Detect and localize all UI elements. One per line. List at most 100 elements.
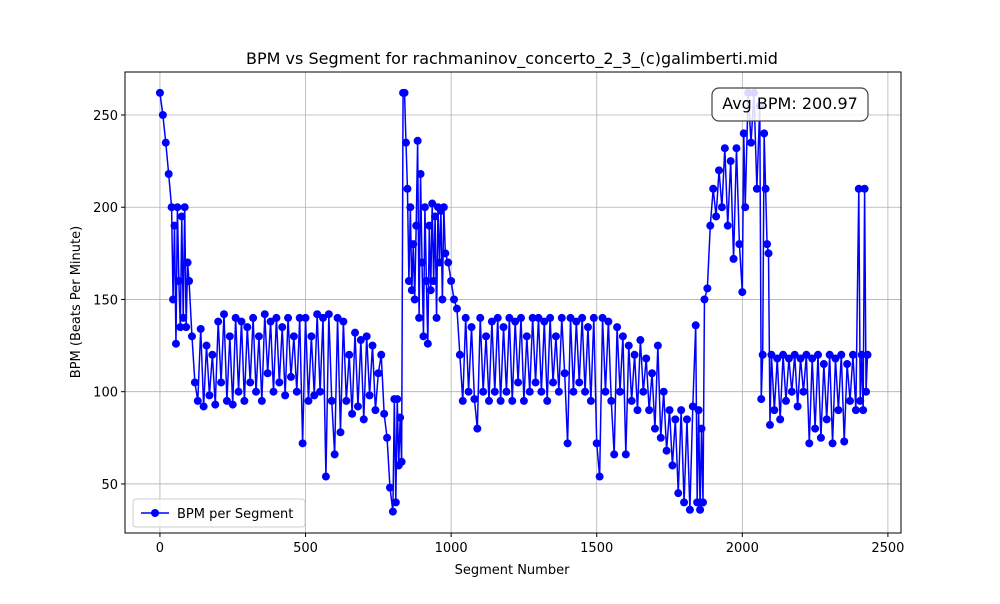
data-point	[621, 450, 630, 459]
data-point	[854, 184, 863, 193]
data-point	[359, 415, 368, 424]
data-point	[831, 354, 840, 363]
data-point	[404, 277, 413, 286]
data-point	[426, 286, 435, 295]
data-point	[202, 341, 211, 350]
data-point	[677, 406, 686, 415]
data-point	[252, 387, 261, 396]
data-point	[263, 369, 272, 378]
data-point	[304, 396, 313, 405]
data-point	[696, 505, 705, 514]
data-point	[822, 415, 831, 424]
data-point	[419, 332, 428, 341]
data-point	[467, 323, 476, 332]
data-point	[177, 212, 186, 221]
annotation-frame	[711, 87, 869, 122]
annotation-text: Avg BPM: 200.97	[722, 94, 858, 113]
data-point	[671, 415, 680, 424]
data-point	[586, 396, 595, 405]
data-point	[342, 396, 351, 405]
data-point	[416, 170, 425, 179]
data-point	[624, 341, 633, 350]
data-point	[180, 203, 189, 212]
data-point	[575, 378, 584, 387]
data-point	[747, 138, 756, 147]
plot-area	[155, 88, 872, 516]
data-point	[431, 212, 440, 221]
data-point	[158, 110, 167, 119]
legend-frame	[132, 498, 306, 528]
data-point	[211, 400, 220, 409]
data-point	[409, 240, 418, 249]
data-point	[393, 395, 402, 404]
y-tick-label: 150	[93, 293, 118, 308]
data-point	[161, 138, 170, 147]
data-point	[388, 507, 397, 516]
data-point	[720, 144, 729, 153]
data-point	[811, 424, 820, 433]
data-point	[284, 313, 293, 322]
data-point	[668, 461, 677, 470]
data-point	[502, 387, 511, 396]
data-point	[551, 332, 560, 341]
data-point	[581, 387, 590, 396]
data-point	[479, 387, 488, 396]
data-point	[461, 313, 470, 322]
legend-label: BPM per Segment	[177, 507, 293, 522]
data-point	[310, 391, 319, 400]
x-axis-label: Segment Number	[455, 563, 571, 578]
data-point	[371, 406, 380, 415]
data-point	[784, 354, 793, 363]
data-point	[345, 350, 354, 359]
data-point	[385, 483, 394, 492]
data-point	[185, 277, 194, 286]
data-point	[170, 221, 179, 230]
data-point	[484, 396, 493, 405]
data-point	[257, 396, 266, 405]
data-point	[735, 240, 744, 249]
data-point	[828, 439, 837, 448]
data-point	[339, 317, 348, 326]
data-point	[583, 323, 592, 332]
data-point	[834, 406, 843, 415]
y-tick-label: 200	[93, 201, 118, 216]
data-point	[840, 437, 849, 446]
data-point	[816, 433, 825, 442]
data-point	[164, 170, 173, 179]
data-point	[760, 129, 769, 138]
data-point	[808, 354, 817, 363]
data-point	[401, 138, 410, 147]
data-point	[659, 387, 668, 396]
data-point	[301, 313, 310, 322]
data-point	[517, 313, 526, 322]
data-point	[546, 313, 555, 322]
chart-title: BPM vs Segment for rachmaninov_concerto_…	[246, 49, 778, 69]
data-point	[429, 277, 438, 286]
data-point	[700, 295, 709, 304]
data-point	[706, 221, 715, 230]
data-point	[167, 203, 176, 212]
data-point	[199, 402, 208, 411]
data-point	[630, 350, 639, 359]
data-point	[566, 313, 575, 322]
data-point	[351, 328, 360, 337]
data-point	[805, 439, 814, 448]
data-point	[425, 221, 434, 230]
data-point	[476, 313, 485, 322]
data-point	[656, 433, 665, 442]
data-point	[470, 395, 479, 404]
y-axis-label: BPM (Beats Per Minute)	[69, 226, 84, 378]
data-point	[374, 369, 383, 378]
legend: BPM per Segment	[132, 498, 306, 528]
data-point	[738, 288, 747, 297]
data-point	[333, 313, 342, 322]
data-point	[473, 424, 482, 433]
data-point	[682, 415, 691, 424]
data-point	[726, 157, 735, 166]
data-point	[825, 350, 834, 359]
data-point	[639, 387, 648, 396]
data-point	[403, 184, 412, 193]
data-point	[169, 295, 178, 304]
data-point	[802, 350, 811, 359]
